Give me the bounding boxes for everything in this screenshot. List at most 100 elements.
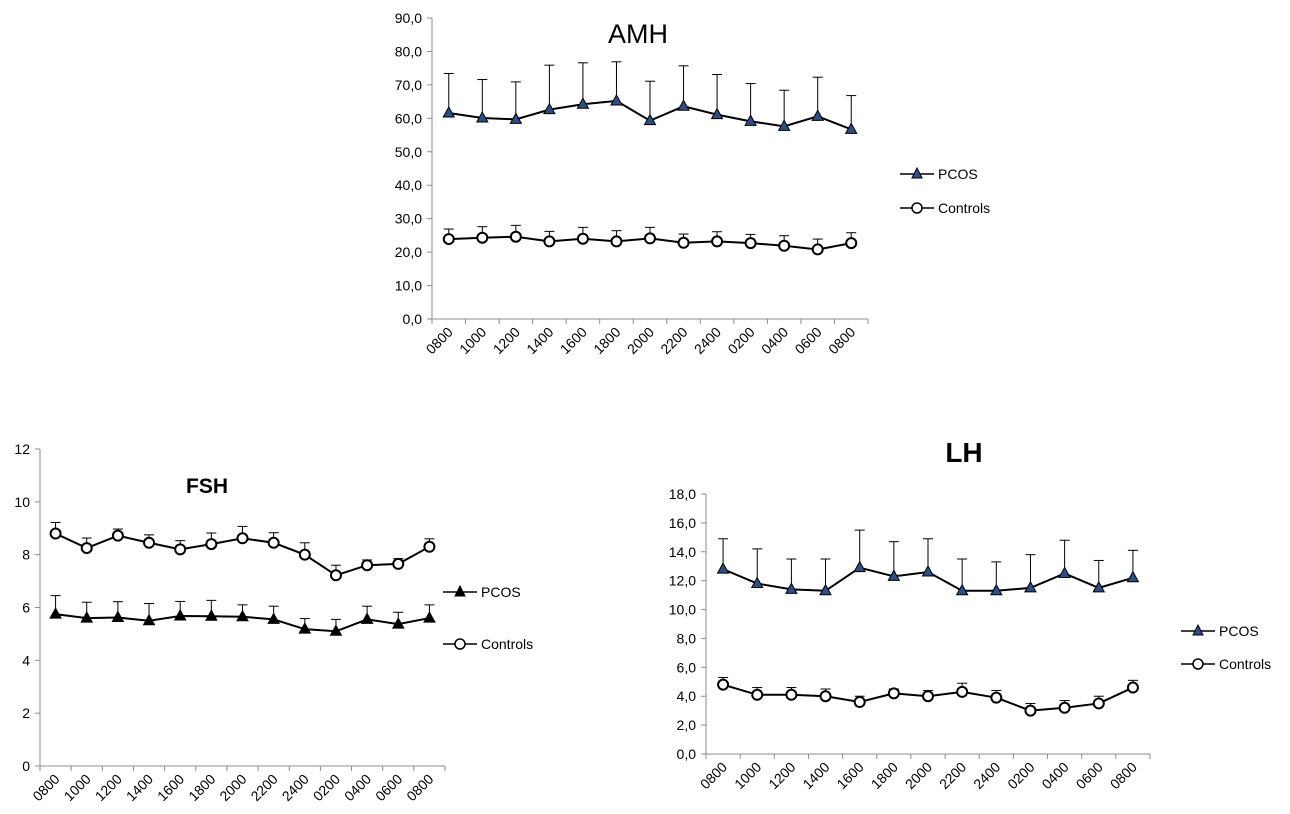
y-tick-label: 6,0 [677,659,697,675]
legend-entry: Controls [1181,656,1271,672]
legend-label: PCOS [938,166,978,182]
data-point-circle [267,536,280,549]
legend-entry: Controls [900,200,990,216]
x-tick-label: 1600 [833,759,866,792]
x-tick-label: 0200 [724,324,757,357]
data-point-circle [298,548,311,561]
series-line [448,99,852,131]
legend-marker [454,584,466,597]
data-point-circle [711,235,724,248]
x-tick-label: 2400 [691,324,724,357]
chart-title: AMH [608,19,668,49]
legend-label: PCOS [481,584,521,600]
data-point-triangle [111,610,125,623]
y-tick-label: 8,0 [677,630,697,646]
data-point-circle [819,690,832,703]
data-point-triangle [236,609,249,622]
data-point-circle [1058,701,1071,714]
y-tick-label: 50,0 [395,144,422,160]
y-tick-label: 10 [14,494,30,510]
y-tick-label: 40,0 [395,177,422,193]
data-point-triangle [475,110,489,123]
x-tick-label: 2400 [279,771,312,804]
y-tick-label: 2 [22,705,30,721]
data-point-circle [392,557,405,570]
y-tick-label: 18,0 [669,486,696,502]
y-tick-label: 80,0 [395,43,422,59]
series-line [722,683,1134,712]
data-point-circle [174,543,187,556]
data-point-triangle [710,107,724,120]
x-tick-label: 0600 [372,771,405,804]
data-point-triangle [298,622,312,634]
y-tick-label: 16,0 [669,515,696,531]
y-tick-label: 10,0 [669,602,696,618]
data-point-circle [644,232,656,245]
data-point-triangle [173,608,187,621]
data-point-circle [990,691,1003,704]
x-tick-label: 0200 [1004,759,1037,792]
y-tick-label: 2,0 [677,717,697,733]
legend-marker [1192,658,1204,670]
data-point-triangle [819,583,832,596]
legend-label: Controls [481,636,533,652]
legend-label: Controls [938,200,990,216]
data-point-circle [543,235,556,248]
data-point-circle [1126,681,1139,694]
x-tick-label: 1000 [731,759,764,792]
y-tick-label: 12 [14,441,30,457]
data-point-circle [111,529,124,542]
x-tick-label: 1000 [61,771,94,804]
data-point-triangle [955,583,969,596]
x-tick-label: 1200 [92,771,125,804]
legend-marker [911,166,923,179]
data-point-triangle [610,93,623,106]
x-tick-label: 2000 [216,771,249,804]
data-point-circle [610,235,623,248]
y-tick-label: 20,0 [395,244,422,260]
y-tick-label: 10,0 [395,278,422,294]
x-tick-label: 2200 [657,324,690,357]
data-point-circle [785,688,798,701]
data-point-triangle [509,112,523,124]
data-point-triangle [142,613,156,626]
data-point-triangle [576,97,590,109]
x-tick-label: 0400 [341,771,374,804]
y-tick-label: 0,0 [403,311,423,327]
y-tick-label: 14,0 [669,544,696,560]
data-point-triangle [744,114,757,126]
legend-entry: PCOS [900,166,978,182]
data-point-triangle [360,612,374,624]
data-point-triangle [267,612,280,624]
x-tick-label: 1400 [123,771,156,804]
y-tick-label: 8 [22,547,30,563]
x-tick-label: 1200 [765,759,798,792]
data-point-triangle [1058,566,1071,578]
data-point-circle [778,239,791,252]
data-point-circle [751,688,764,701]
series-line [55,532,430,577]
data-point-circle [744,237,757,250]
x-tick-label: 0800 [825,324,858,357]
data-point-triangle [777,119,791,131]
data-point-circle [329,569,342,582]
x-tick-label: 1600 [557,324,590,357]
x-tick-label: 1000 [456,324,489,357]
legend-entry: PCOS [1181,623,1259,639]
series-line [448,235,852,251]
data-point-triangle [887,569,901,581]
x-tick-label: 0600 [1073,759,1106,792]
x-tick-label: 2000 [624,324,657,357]
x-tick-label: 2400 [970,759,1003,792]
series-pcos [716,529,1140,596]
x-tick-label: 1400 [523,324,556,357]
x-tick-label: 0800 [1107,759,1140,792]
data-point-triangle [205,609,218,621]
data-point-circle [509,230,522,243]
data-point-circle [143,536,156,549]
